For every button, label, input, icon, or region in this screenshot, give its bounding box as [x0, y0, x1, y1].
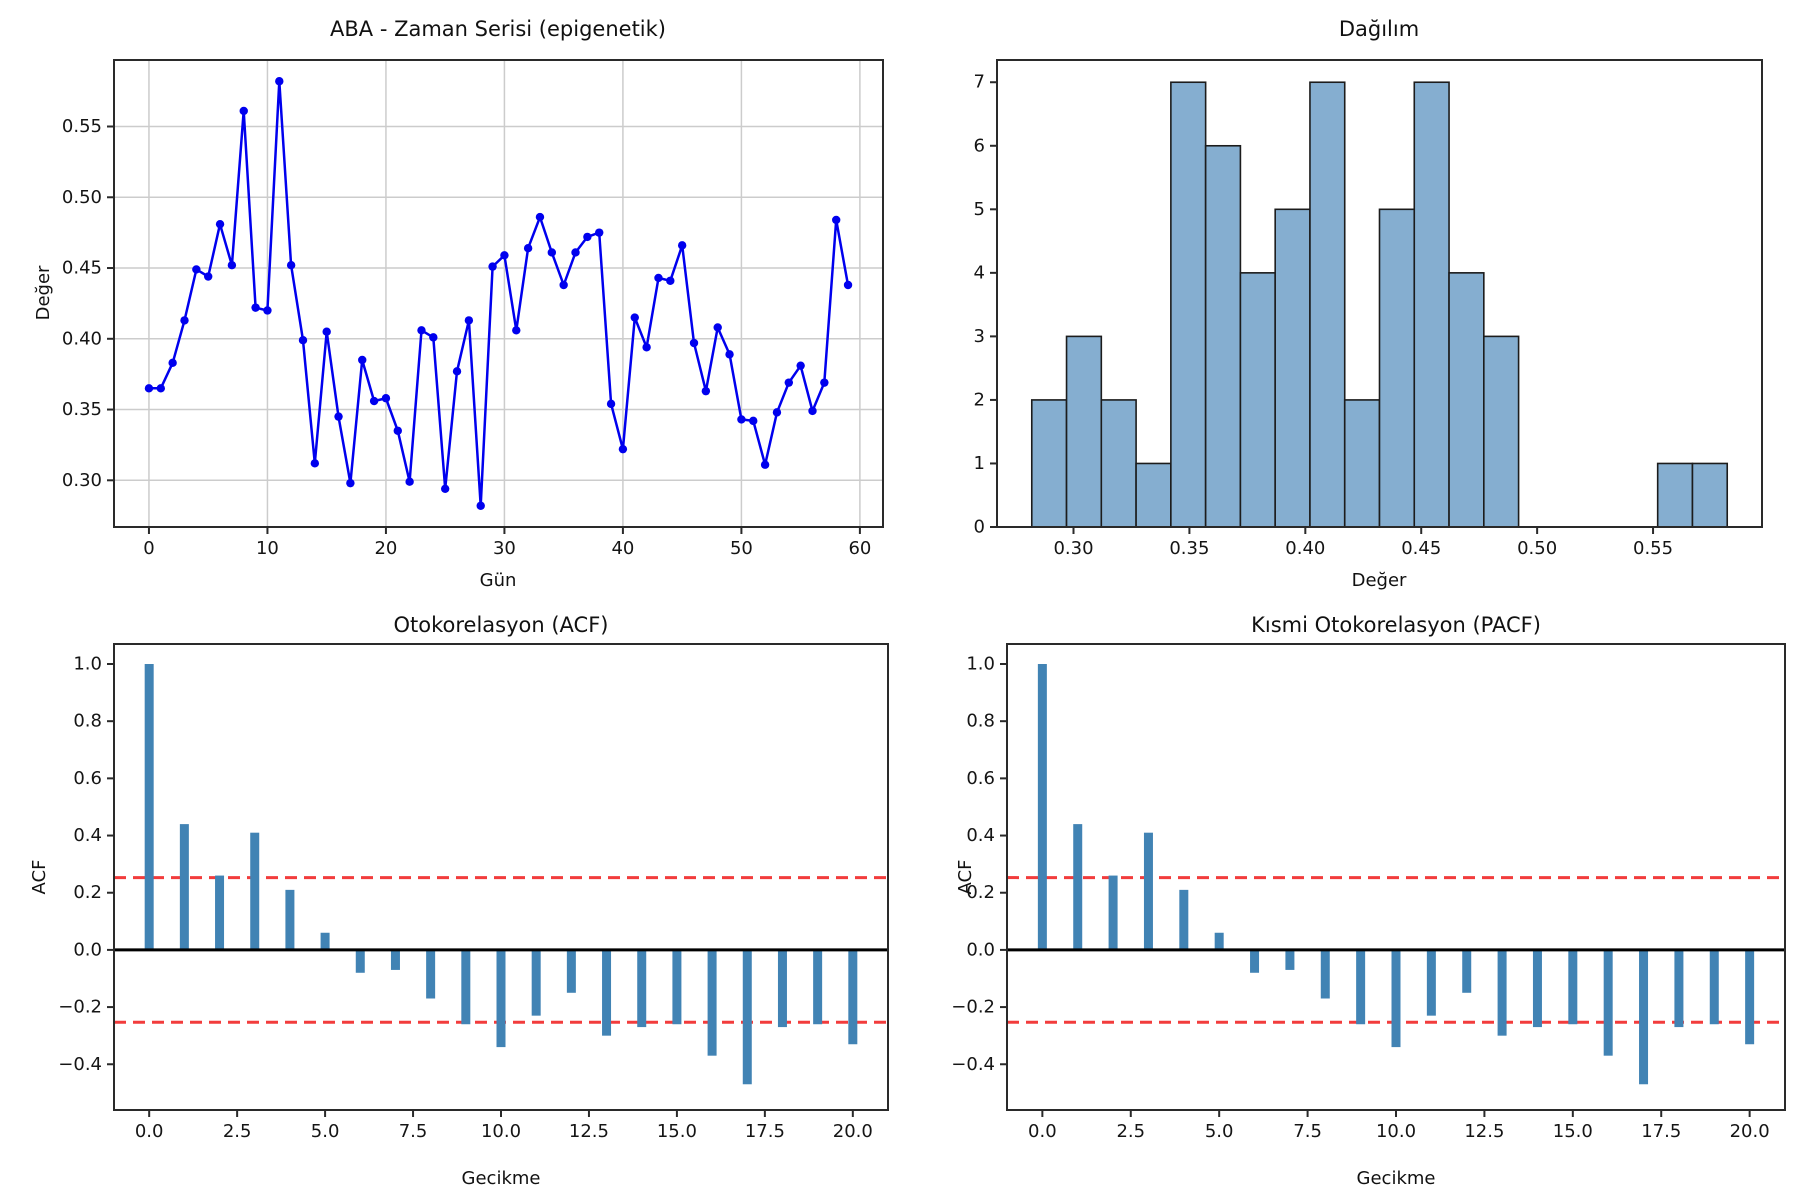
svg-text:0.4: 0.4 — [73, 825, 102, 846]
timeseries-title: ABA - Zaman Serisi (epigenetik) — [330, 17, 666, 41]
svg-text:−0.4: −0.4 — [58, 1054, 102, 1075]
acf-title: Otokorelasyon (ACF) — [393, 613, 609, 637]
svg-text:20.0: 20.0 — [833, 1121, 873, 1142]
svg-text:0.8: 0.8 — [966, 711, 995, 732]
svg-text:2.5: 2.5 — [1116, 1121, 1145, 1142]
histogram-title: Dağılım — [1338, 17, 1420, 41]
svg-text:0.40: 0.40 — [62, 328, 102, 349]
acf-xlabel: Gecikme — [461, 1168, 541, 1189]
svg-text:20: 20 — [374, 538, 397, 559]
svg-text:0.30: 0.30 — [1053, 538, 1093, 559]
svg-text:17.5: 17.5 — [745, 1121, 785, 1142]
svg-text:20.0: 20.0 — [1730, 1121, 1770, 1142]
svg-text:0.6: 0.6 — [73, 768, 102, 789]
timeseries-xlabel: Gün — [479, 570, 517, 591]
svg-text:5: 5 — [974, 199, 985, 220]
svg-text:7: 7 — [974, 72, 985, 93]
svg-text:0.55: 0.55 — [62, 116, 102, 137]
svg-text:0.35: 0.35 — [1169, 538, 1209, 559]
svg-text:2.5: 2.5 — [223, 1121, 252, 1142]
svg-text:7.5: 7.5 — [1293, 1121, 1322, 1142]
svg-text:15.0: 15.0 — [657, 1121, 697, 1142]
svg-text:0.35: 0.35 — [62, 399, 102, 420]
svg-text:0: 0 — [143, 538, 154, 559]
svg-text:−0.2: −0.2 — [58, 997, 102, 1018]
svg-text:17.5: 17.5 — [1641, 1121, 1681, 1142]
svg-text:0.0: 0.0 — [135, 1121, 164, 1142]
svg-text:0.30: 0.30 — [62, 470, 102, 491]
svg-text:0.50: 0.50 — [62, 187, 102, 208]
svg-text:5.0: 5.0 — [311, 1121, 340, 1142]
histogram-xlabel: Değer — [1351, 570, 1407, 591]
svg-text:0.45: 0.45 — [62, 258, 102, 279]
svg-text:12.5: 12.5 — [1464, 1121, 1504, 1142]
svg-text:0.40: 0.40 — [1285, 538, 1325, 559]
svg-text:0.45: 0.45 — [1401, 538, 1441, 559]
svg-text:0.2: 0.2 — [73, 882, 102, 903]
svg-text:1.0: 1.0 — [73, 654, 102, 675]
svg-text:1.0: 1.0 — [966, 654, 995, 675]
svg-text:0.55: 0.55 — [1633, 538, 1673, 559]
svg-text:0.2: 0.2 — [966, 882, 995, 903]
svg-text:0.0: 0.0 — [73, 939, 102, 960]
svg-text:0.4: 0.4 — [966, 825, 995, 846]
svg-text:−0.2: −0.2 — [951, 997, 995, 1018]
acf-ylabel: ACF — [28, 859, 50, 895]
svg-text:30: 30 — [493, 538, 516, 559]
pacf-title: Kısmi Otokorelasyon (PACF) — [1251, 613, 1541, 637]
svg-text:40: 40 — [611, 538, 634, 559]
svg-text:6: 6 — [974, 135, 985, 156]
svg-text:10.0: 10.0 — [481, 1121, 521, 1142]
svg-text:−0.4: −0.4 — [951, 1054, 995, 1075]
svg-text:10.0: 10.0 — [1376, 1121, 1416, 1142]
svg-text:0.50: 0.50 — [1517, 538, 1557, 559]
svg-text:2: 2 — [974, 389, 985, 410]
svg-text:15.0: 15.0 — [1553, 1121, 1593, 1142]
svg-text:0.8: 0.8 — [73, 711, 102, 732]
svg-text:10: 10 — [256, 538, 279, 559]
pacf-xlabel: Gecikme — [1356, 1168, 1436, 1189]
svg-text:0.0: 0.0 — [1028, 1121, 1057, 1142]
svg-text:12.5: 12.5 — [569, 1121, 609, 1142]
svg-text:60: 60 — [848, 538, 871, 559]
timeseries-ylabel: Değer — [32, 265, 54, 321]
svg-text:50: 50 — [730, 538, 753, 559]
svg-text:4: 4 — [974, 262, 985, 283]
svg-text:5.0: 5.0 — [1205, 1121, 1234, 1142]
svg-text:1: 1 — [974, 453, 985, 474]
svg-text:0.6: 0.6 — [966, 768, 995, 789]
svg-text:3: 3 — [974, 326, 985, 347]
svg-text:7.5: 7.5 — [399, 1121, 428, 1142]
pacf-ylabel: ACF — [954, 859, 976, 895]
svg-text:0: 0 — [974, 517, 985, 538]
svg-text:0.0: 0.0 — [966, 939, 995, 960]
